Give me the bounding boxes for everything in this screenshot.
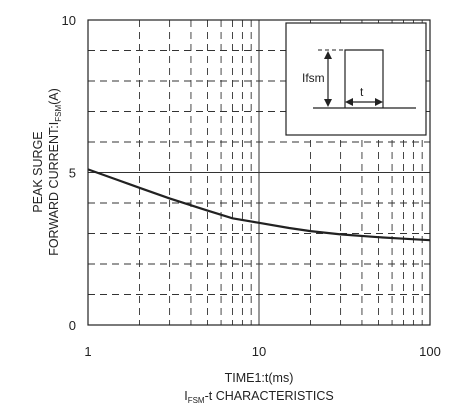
y-tick-label: 0: [69, 318, 76, 333]
y-axis-label-line2: FORWARD CURRENT:IFSM(A): [47, 88, 63, 256]
plot-frame: [87, 19, 431, 326]
inset-arrowhead-up: [324, 51, 332, 59]
y-tick-label: 5: [69, 166, 76, 181]
x-tick-label: 1: [84, 344, 91, 359]
x-tick-labels: 1 10 100: [84, 344, 440, 359]
y-tick-label: 10: [62, 13, 76, 28]
inset-arrowhead-down: [324, 99, 332, 107]
chart-subtitle: IFSM-t CHARACTERISTICS: [184, 389, 334, 405]
series-line: [87, 168, 431, 242]
inset-arrowhead-right: [375, 98, 383, 106]
inset-amplitude-label: Ifsm: [302, 71, 325, 85]
y-tick-labels: 0 5 10: [62, 13, 76, 333]
inset-arrowhead-left: [345, 98, 353, 106]
x-axis-label: TIME1:t(ms): [225, 371, 294, 385]
inset-pulse: [344, 49, 384, 108]
x-tick-label: 100: [419, 344, 441, 359]
inset-frame: [285, 22, 427, 136]
inset-width-label: t: [360, 85, 364, 99]
inset-diagram: Ifsm t: [285, 22, 427, 136]
y-axis-label-line1: PEAK SURGE: [31, 131, 45, 212]
y-axis-label: PEAK SURGE FORWARD CURRENT:IFSM(A): [31, 88, 63, 256]
x-tick-label: 10: [252, 344, 266, 359]
